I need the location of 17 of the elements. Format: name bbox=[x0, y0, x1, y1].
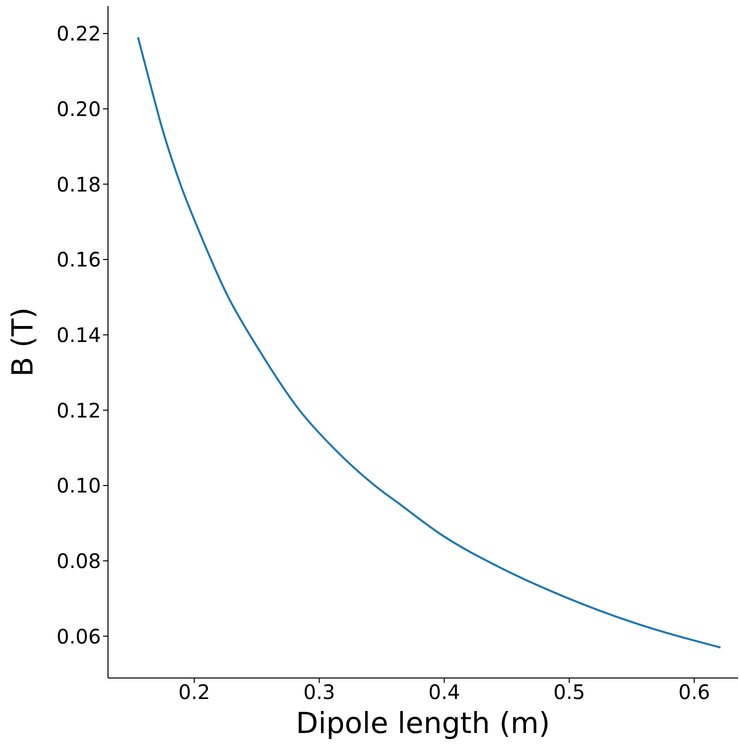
x-tick-label: 0.6 bbox=[678, 680, 710, 704]
y-tick-label: 0.12 bbox=[56, 398, 101, 422]
line-series bbox=[137, 36, 722, 648]
y-tick-label: 0.14 bbox=[56, 322, 101, 347]
y-tick-label: 0.20 bbox=[56, 96, 101, 121]
x-tick-label: 0.2 bbox=[178, 680, 210, 704]
y-axis-title: B (T) bbox=[5, 307, 40, 377]
x-tick-label: 0.5 bbox=[553, 680, 586, 704]
x-tick-label: 0.4 bbox=[428, 680, 460, 704]
y-tick-label: 0.22 bbox=[56, 22, 101, 46]
y-tick-label: 0.06 bbox=[56, 624, 101, 648]
y-tick-label: 0.18 bbox=[56, 172, 101, 196]
y-tick-label: 0.16 bbox=[56, 248, 101, 272]
y-tick-label: 0.08 bbox=[56, 548, 101, 573]
y-tick-label: 0.10 bbox=[56, 474, 101, 498]
x-tick-label: 0.3 bbox=[303, 680, 336, 704]
x-axis-title: Dipole length (m) bbox=[296, 706, 550, 740]
